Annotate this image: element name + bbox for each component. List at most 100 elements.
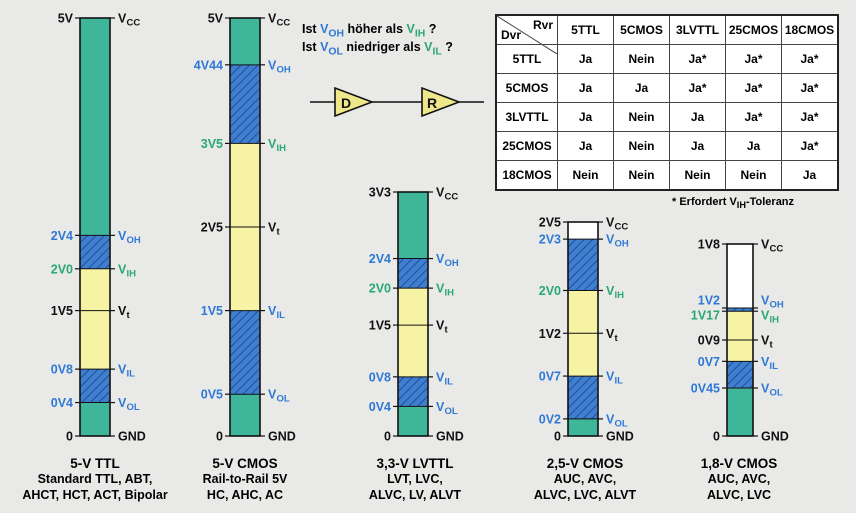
col-header: 18CMOS bbox=[781, 14, 839, 45]
row-header: 5CMOS bbox=[495, 73, 558, 103]
level-symbol: V bbox=[761, 355, 770, 369]
table-cell: Ja* bbox=[725, 102, 782, 132]
table-cell: Nein bbox=[669, 160, 726, 191]
level-symbol: V bbox=[118, 262, 127, 276]
level-symbol: V bbox=[606, 284, 615, 298]
level-symbol: V bbox=[436, 319, 445, 333]
driver-label: D bbox=[341, 95, 351, 111]
voltage-label: 0V2 bbox=[539, 412, 561, 426]
table-cell: Nein bbox=[613, 102, 670, 132]
level-symbol-sub: CC bbox=[277, 18, 291, 29]
caption-5v-cmos: 5-V CMOS Rail-to-Rail 5V HC, AHC, AC bbox=[170, 456, 320, 503]
caption-line: Standard TTL, ABT, bbox=[37, 472, 153, 486]
level-symbol-sub: IH bbox=[445, 288, 455, 299]
level-segment bbox=[398, 288, 428, 377]
level-symbol-sub: IH bbox=[770, 315, 780, 326]
level-segment bbox=[230, 18, 260, 65]
table-cell: Ja bbox=[557, 44, 614, 74]
table-row: 3LVTTL Ja Nein Ja Ja* Ja* bbox=[495, 102, 839, 132]
level-symbol-sub: IL bbox=[770, 361, 779, 372]
voltage-label: 0V8 bbox=[369, 370, 391, 384]
table-row: 25CMOS Ja Nein Ja Ja Ja* bbox=[495, 131, 839, 161]
caption-title: 2,5-V CMOS bbox=[546, 456, 624, 471]
level-segment bbox=[398, 258, 428, 289]
voltage-label: 2V4 bbox=[51, 229, 73, 243]
level-segment bbox=[230, 310, 260, 395]
receiver-buffer-icon bbox=[421, 86, 462, 118]
voltage-label: 1V8 bbox=[698, 238, 720, 252]
col-header: 5CMOS bbox=[613, 14, 670, 45]
voltage-label: 2V3 bbox=[539, 233, 561, 247]
level-segment bbox=[727, 388, 753, 436]
voltage-label: 0V7 bbox=[698, 355, 720, 369]
caption-line: ALVC, LVC bbox=[706, 488, 772, 502]
caption-title: 1,8-V CMOS bbox=[700, 456, 778, 471]
level-segment bbox=[727, 244, 753, 308]
table-cell: Ja* bbox=[669, 44, 726, 74]
table-cell: Nein bbox=[613, 131, 670, 161]
voltage-label: 2V0 bbox=[51, 262, 73, 276]
level-symbol-sub: CC bbox=[127, 18, 141, 29]
level-segment bbox=[230, 64, 260, 144]
table-cell: Nein bbox=[613, 44, 670, 74]
voltage-label: 0 bbox=[554, 430, 561, 444]
level-symbol-sub: IH bbox=[127, 268, 137, 279]
voltage-label: 3V3 bbox=[369, 186, 391, 200]
level-symbol-sub: OH bbox=[277, 64, 291, 75]
level-symbol: V bbox=[436, 370, 445, 384]
table-cell: Ja bbox=[781, 160, 839, 191]
level-symbol: V bbox=[436, 400, 445, 414]
level-symbol: V bbox=[606, 216, 615, 230]
caption-18v-cmos: 1,8-V CMOS AUC, AVC, ALVC, LVC bbox=[664, 456, 814, 503]
level-symbol: GND bbox=[118, 430, 146, 444]
level-symbol: V bbox=[268, 58, 277, 72]
level-symbol: V bbox=[118, 12, 127, 26]
caption-title: 5-V CMOS bbox=[212, 456, 278, 471]
col-header: 5TTL bbox=[557, 14, 614, 45]
level-segment bbox=[80, 402, 110, 436]
voltage-label: 3V5 bbox=[201, 137, 223, 151]
level-symbol-sub: IL bbox=[615, 376, 624, 387]
level-symbol: V bbox=[761, 294, 770, 308]
level-symbol: V bbox=[761, 309, 770, 323]
table-cell: Ja bbox=[669, 131, 726, 161]
table-cell: Ja* bbox=[781, 131, 839, 161]
footnote: * Erfordert VIH-Toleranz bbox=[672, 196, 795, 211]
level-segment bbox=[230, 394, 260, 436]
table-row: 5CMOS Ja Ja Ja* Ja* Ja* bbox=[495, 73, 839, 103]
driver-receiver-schematic: D R bbox=[310, 86, 484, 118]
level-symbol: V bbox=[118, 363, 127, 377]
level-symbol: V bbox=[761, 382, 770, 396]
level-segment bbox=[80, 18, 110, 236]
table-row: 5TTL Ja Nein Ja* Ja* Ja* bbox=[495, 44, 839, 74]
row-header: 3LVTTL bbox=[495, 102, 558, 132]
table-cell: Ja bbox=[557, 73, 614, 103]
level-symbol: V bbox=[606, 327, 615, 341]
level-symbol: V bbox=[268, 304, 277, 318]
level-symbol: GND bbox=[436, 430, 464, 444]
voltage-label: 2V0 bbox=[539, 284, 561, 298]
voltage-label: 1V5 bbox=[51, 304, 73, 318]
level-symbol: GND bbox=[606, 430, 634, 444]
voltage-label: 0 bbox=[216, 430, 223, 444]
table-cell: Ja bbox=[557, 131, 614, 161]
level-symbol-sub: t bbox=[615, 333, 619, 344]
level-symbol: GND bbox=[761, 430, 789, 444]
receiver-label: R bbox=[427, 95, 437, 111]
driver-header: Dvr bbox=[501, 28, 522, 42]
voltage-label: 0V9 bbox=[698, 334, 720, 348]
level-symbol: V bbox=[761, 334, 770, 348]
caption-title: 5-V TTL bbox=[70, 456, 120, 471]
table-cell: Ja* bbox=[781, 44, 839, 74]
level-symbol-sub: IL bbox=[445, 376, 454, 387]
level-segment bbox=[80, 268, 110, 370]
table-row: 18CMOS Nein Nein Nein Nein Ja bbox=[495, 160, 839, 191]
voltage-label: 1V2 bbox=[698, 294, 720, 308]
level-symbol-sub: t bbox=[445, 325, 449, 336]
voltage-label: 0V8 bbox=[51, 363, 73, 377]
level-segment bbox=[727, 311, 753, 362]
level-symbol-sub: IL bbox=[127, 369, 136, 380]
voltage-label: 2V5 bbox=[539, 216, 561, 230]
